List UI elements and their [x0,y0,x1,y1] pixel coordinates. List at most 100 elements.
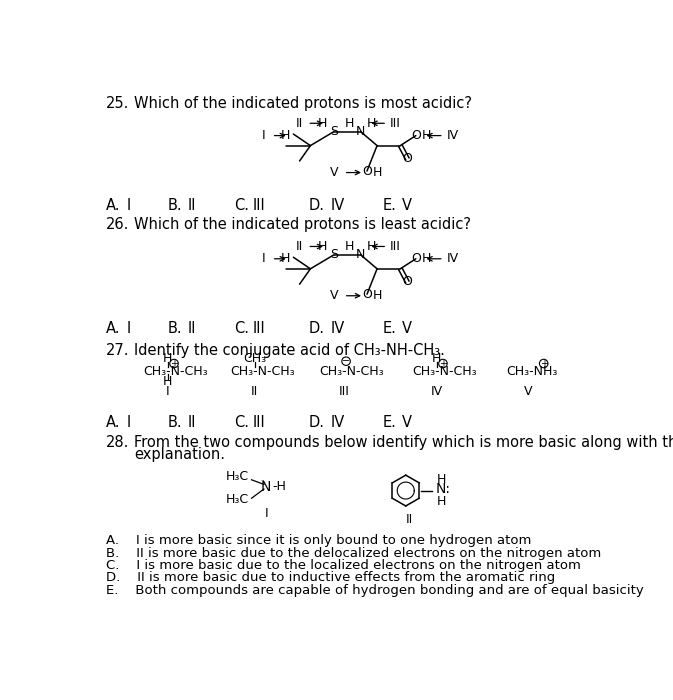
Text: S: S [330,248,338,261]
Text: II: II [296,117,304,130]
Text: +: + [439,358,447,368]
Text: CH₃-N-CH₃: CH₃-N-CH₃ [319,365,384,378]
Text: H₃C: H₃C [226,494,249,506]
Text: 28.: 28. [106,435,129,450]
Text: II: II [187,321,196,336]
Text: O: O [411,252,421,265]
Text: H: H [163,352,172,365]
Text: +: + [540,358,548,368]
Text: Which of the indicated protons is least acidic?: Which of the indicated protons is least … [135,217,472,232]
Text: II: II [187,415,196,430]
Text: II: II [187,198,196,213]
Text: C.: C. [234,198,249,213]
Text: N:: N: [435,482,450,496]
Text: ··: ·· [260,478,264,484]
Text: II: II [406,513,413,526]
Text: I: I [262,129,266,142]
Text: O: O [402,152,413,165]
Text: −: − [342,356,350,366]
Text: B.: B. [168,415,182,430]
Text: I: I [127,415,131,430]
Text: H: H [422,252,431,265]
Text: 26.: 26. [106,217,129,232]
Text: I: I [264,508,268,520]
Text: H: H [432,352,441,365]
Text: III: III [390,117,400,130]
Text: O: O [411,129,421,142]
Text: V: V [330,289,339,302]
Text: IV: IV [330,198,345,213]
Text: I: I [127,198,131,213]
Text: O: O [402,275,413,288]
Text: H: H [437,495,446,508]
Text: From the two compounds below identify which is more basic along with the best: From the two compounds below identify wh… [135,435,673,450]
Text: H: H [281,252,290,265]
Text: H: H [367,240,376,253]
Text: V: V [402,415,412,430]
Text: A.: A. [106,415,120,430]
Text: IV: IV [447,252,459,265]
Text: II: II [251,385,258,398]
Text: D.    II is more basic due to inductive effects from the aromatic ring: D. II is more basic due to inductive eff… [106,571,555,584]
Text: III: III [390,240,400,253]
Text: CH₃: CH₃ [243,352,267,365]
Text: 27.: 27. [106,344,129,358]
Text: explanation.: explanation. [135,447,225,462]
Text: -H: -H [273,480,286,494]
Text: E.: E. [382,415,396,430]
Text: D.: D. [309,321,325,336]
Text: O: O [362,288,372,301]
Text: H: H [345,240,354,253]
Text: Which of the indicated protons is most acidic?: Which of the indicated protons is most a… [135,95,472,111]
Text: CH₃-N-CH₃: CH₃-N-CH₃ [229,365,295,378]
Text: I: I [262,252,266,265]
Text: III: III [253,321,266,336]
Text: N: N [356,248,365,261]
Text: B.    II is more basic due to the delocalized electrons on the nitrogen atom: B. II is more basic due to the delocaliz… [106,547,601,560]
Text: I: I [127,321,131,336]
Text: H: H [422,129,431,142]
Text: C.: C. [234,321,249,336]
Text: III: III [339,385,349,398]
Text: V: V [330,166,339,179]
Text: IV: IV [431,385,443,398]
Text: H: H [345,117,354,130]
Text: C.    I is more basic due to the localized electrons on the nitrogen atom: C. I is more basic due to the localized … [106,559,581,572]
Text: H: H [367,117,376,130]
Text: N: N [261,480,271,494]
Text: A.    I is more basic since it is only bound to one hydrogen atom: A. I is more basic since it is only boun… [106,535,531,547]
Text: II: II [296,240,304,253]
Text: +: + [170,358,178,368]
Text: N: N [356,125,365,138]
Text: III: III [253,415,266,430]
Text: H: H [437,473,446,486]
Text: H₃C: H₃C [226,470,249,483]
Text: A.: A. [106,198,120,213]
Text: D.: D. [309,198,325,213]
Text: D.: D. [309,415,325,430]
Text: A.: A. [106,321,120,336]
Text: B.: B. [168,321,182,336]
Text: IV: IV [330,321,345,336]
Text: H: H [318,240,328,253]
Text: V: V [402,321,412,336]
Text: IV: IV [447,129,459,142]
Text: 25.: 25. [106,95,129,111]
Text: H: H [372,166,382,179]
Text: C.: C. [234,415,249,430]
Text: H: H [318,117,328,130]
Text: CH₃-N-CH₃: CH₃-N-CH₃ [412,365,476,378]
Text: V: V [524,385,532,398]
Text: V: V [402,198,412,213]
Text: B.: B. [168,198,182,213]
Text: Identify the conjugate acid of CH₃-NH-CH₃.: Identify the conjugate acid of CH₃-NH-CH… [135,344,446,358]
Text: H: H [372,289,382,302]
Text: H: H [281,129,290,142]
Text: I: I [166,385,170,398]
Text: E.: E. [382,198,396,213]
Text: H: H [163,375,172,389]
Text: CH₃-NH₃: CH₃-NH₃ [507,365,558,378]
Text: III: III [253,198,266,213]
Text: S: S [330,125,338,138]
Text: CH₃-N-CH₃: CH₃-N-CH₃ [143,365,208,378]
